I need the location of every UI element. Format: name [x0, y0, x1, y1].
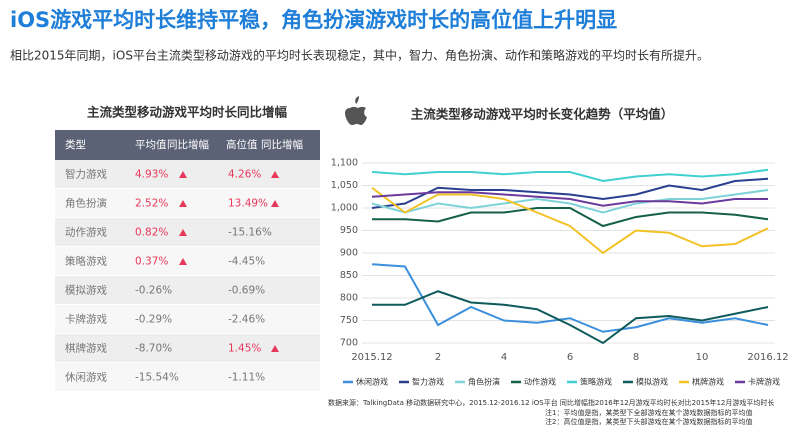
table-row-bg — [55, 247, 320, 275]
table-cell: 棋牌游戏 — [65, 342, 107, 355]
series-line — [371, 189, 769, 214]
up-arrow — [271, 200, 279, 207]
slide-subtitle: 相比2015年同期，iOS平台主流类型移动游戏的平均时长表现稳定，其中，智力、角… — [10, 48, 709, 63]
table-title: 主流类型移动游戏平均时长同比增幅 — [87, 105, 288, 120]
table-cell: -0.29% — [135, 314, 172, 326]
table-row-bg — [55, 363, 320, 391]
table-cell: -15.54% — [135, 372, 179, 384]
series-line — [372, 207, 769, 228]
table-header-cell: 同比增幅 — [261, 138, 303, 151]
up-arrow — [271, 345, 279, 352]
legend-label: 动作游戏 — [524, 377, 556, 387]
x-tick-label: 10 — [696, 352, 709, 363]
legend-label: 策略游戏 — [580, 377, 612, 387]
table-cell: 1.45% — [228, 343, 261, 355]
x-tick-label: 2015.12 — [351, 352, 392, 363]
legend-label: 休闲游戏 — [356, 377, 388, 387]
note: 注2：高位值是指，某类型下头部游戏在某个游戏数据指标的平均值 — [545, 417, 752, 426]
note: 注1：平均值是指，某类型下全部游戏在某个游戏数据指标的平均值 — [545, 408, 752, 417]
legend-label: 智力游戏 — [412, 377, 444, 387]
legend-label: 卡牌游戏 — [748, 377, 780, 387]
up-arrow — [179, 229, 187, 236]
table-cell: 0.82% — [135, 227, 168, 239]
table-header-bg — [55, 130, 320, 160]
table-cell: -0.26% — [135, 285, 172, 297]
table-header-cell: 平均值 — [135, 138, 167, 151]
table-row-bg — [55, 276, 320, 304]
y-tick-label: 800 — [340, 293, 358, 304]
x-tick-label: 2016.12 — [747, 352, 788, 363]
table-row-bg — [55, 218, 320, 246]
table-cell: -0.69% — [228, 285, 265, 297]
table-header-cell: 类型 — [65, 138, 86, 151]
table-cell: 智力游戏 — [65, 168, 107, 181]
table-cell: 动作游戏 — [65, 226, 107, 239]
y-tick-label: 1,000 — [331, 203, 358, 214]
series-line — [371, 168, 769, 183]
up-arrow — [271, 171, 279, 178]
table-cell: 休闲游戏 — [65, 371, 107, 384]
up-arrow — [179, 258, 187, 265]
table-cell: 13.49% — [228, 198, 268, 210]
table-cell: 0.37% — [135, 256, 168, 268]
series-line — [371, 191, 768, 207]
table-cell: -1.11% — [228, 372, 265, 384]
table-cell: 卡牌游戏 — [65, 313, 107, 326]
up-arrow — [179, 200, 187, 207]
table-cell: 2.52% — [135, 198, 168, 210]
y-tick-label: 900 — [340, 248, 358, 259]
x-tick-label: 4 — [501, 352, 507, 363]
y-tick-label: 1,050 — [331, 180, 358, 191]
x-tick-label: 2 — [435, 352, 441, 363]
table-cell: 4.93% — [135, 169, 168, 181]
x-tick-label: 8 — [633, 352, 639, 363]
table-cell: 策略游戏 — [65, 255, 107, 268]
y-tick-label: 850 — [340, 270, 358, 281]
source: 数据来源：TalkingData 移动数据研究中心，2015.12-2016.1… — [328, 398, 774, 407]
table-cell: 角色扮演 — [65, 197, 107, 210]
chart-title: 主流类型移动游戏平均时长变化趋势（平均值） — [411, 107, 674, 122]
y-tick-label: 750 — [340, 315, 358, 326]
apple-logo — [345, 96, 367, 125]
legend-label: 棋牌游戏 — [692, 377, 724, 387]
table-cell: -4.45% — [228, 256, 265, 268]
series-line — [371, 263, 769, 333]
series-line — [371, 177, 769, 209]
y-tick-label: 1,100 — [331, 158, 358, 169]
y-tick-label: 700 — [340, 338, 358, 349]
table-header-cell: 高位值 — [226, 138, 258, 151]
legend-label: 角色扮演 — [468, 377, 500, 387]
series-line — [372, 290, 769, 345]
x-tick-label: 6 — [567, 352, 573, 363]
series-line — [371, 186, 769, 255]
table-cell: 4.26% — [228, 169, 261, 181]
table-row-bg — [55, 305, 320, 333]
slide-title: iOS游戏平均时长维持平稳，角色扮演游戏时长的高位值上升明显 — [10, 8, 617, 32]
table-cell: -8.70% — [135, 343, 172, 355]
up-arrow — [179, 171, 187, 178]
y-tick-label: 950 — [340, 225, 358, 236]
legend-label: 模拟游戏 — [636, 377, 668, 387]
table-header-cell: 同比增幅 — [167, 138, 209, 151]
table-cell: 模拟游戏 — [65, 284, 107, 297]
table-cell: -2.46% — [228, 314, 265, 326]
table-cell: -15.16% — [228, 227, 272, 239]
